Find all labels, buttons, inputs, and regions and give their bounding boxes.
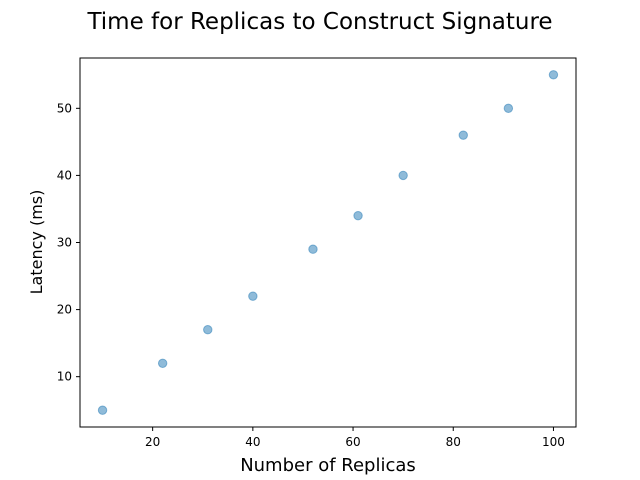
chart-title: Time for Replicas to Construct Signature: [86, 9, 552, 35]
y-tick-label: 10: [57, 370, 72, 384]
y-tick-label: 30: [57, 236, 72, 250]
y-axis-label: Latency (ms): [27, 190, 46, 295]
scatter-point: [458, 130, 468, 140]
scatter-points: [97, 70, 559, 415]
scatter-point: [248, 291, 258, 301]
x-axis-ticks: 20 40 60 80 100: [145, 427, 565, 449]
x-tick-label: 100: [542, 435, 565, 449]
scatter-point: [203, 325, 213, 335]
scatter-point: [308, 244, 318, 254]
x-tick-label: 40: [245, 435, 260, 449]
scatter-point: [548, 70, 559, 80]
y-tick-label: 50: [57, 101, 72, 115]
y-axis-ticks: 10 20 30 40 50: [57, 101, 80, 384]
x-tick-label: 80: [446, 435, 461, 449]
y-tick-label: 40: [57, 168, 72, 182]
y-tick-label: 20: [57, 303, 72, 317]
x-axis-label: Number of Replicas: [240, 455, 416, 476]
scatter-point: [97, 405, 108, 415]
x-tick-label: 20: [145, 435, 160, 449]
scatter-point: [398, 170, 408, 181]
x-tick-label: 60: [345, 435, 360, 449]
scatter-point: [353, 210, 363, 221]
scatter-point: [157, 358, 168, 368]
scatter-point: [503, 103, 514, 114]
